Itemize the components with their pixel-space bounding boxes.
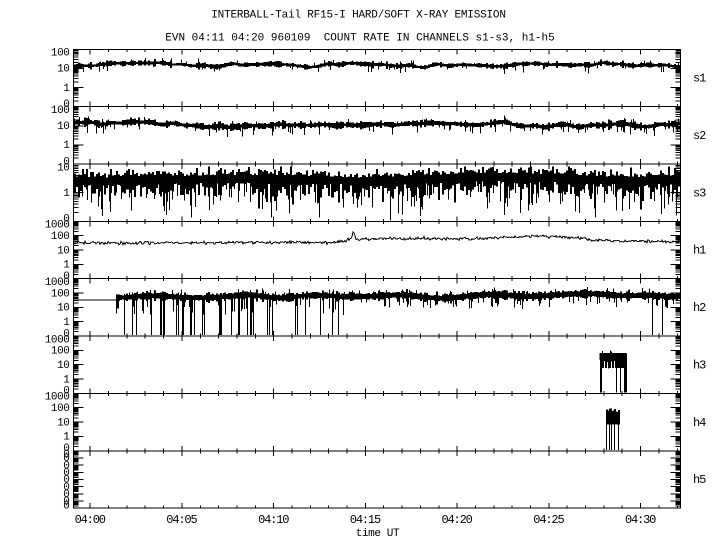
svg-text:h4: h4 xyxy=(693,416,706,430)
svg-text:time UT: time UT xyxy=(356,528,400,540)
svg-text:0: 0 xyxy=(63,468,69,480)
svg-text:100: 100 xyxy=(51,288,70,300)
svg-text:10: 10 xyxy=(57,303,69,315)
svg-text:1000: 1000 xyxy=(45,392,70,404)
svg-text:100: 100 xyxy=(51,403,70,415)
svg-text:0: 0 xyxy=(63,496,69,508)
svg-text:1: 1 xyxy=(63,83,70,95)
svg-text:0: 0 xyxy=(63,271,69,283)
svg-text:1: 1 xyxy=(63,140,70,152)
svg-text:0: 0 xyxy=(63,489,69,501)
svg-text:0: 0 xyxy=(63,99,69,111)
svg-text:h2: h2 xyxy=(693,301,706,315)
svg-text:100: 100 xyxy=(51,346,70,358)
svg-text:1: 1 xyxy=(63,260,70,272)
svg-text:100: 100 xyxy=(51,231,70,243)
svg-text:1: 1 xyxy=(63,188,70,200)
svg-text:1000: 1000 xyxy=(45,334,70,346)
svg-text:04:30: 04:30 xyxy=(625,513,656,527)
svg-text:s3: s3 xyxy=(693,186,706,200)
svg-text:10: 10 xyxy=(57,417,69,429)
svg-text:0: 0 xyxy=(63,386,69,398)
svg-text:100: 100 xyxy=(51,105,70,117)
svg-text:1: 1 xyxy=(63,374,70,386)
svg-text:10: 10 xyxy=(57,162,69,174)
svg-text:h5: h5 xyxy=(693,473,706,487)
svg-text:0: 0 xyxy=(63,460,69,472)
svg-text:10: 10 xyxy=(57,121,69,133)
svg-text:04:05: 04:05 xyxy=(166,513,197,527)
svg-text:0: 0 xyxy=(63,475,69,487)
svg-text:1: 1 xyxy=(63,317,70,329)
svg-text:0: 0 xyxy=(63,500,69,512)
svg-text:s2: s2 xyxy=(693,129,706,143)
svg-text:0: 0 xyxy=(63,453,69,465)
svg-text:10: 10 xyxy=(57,64,69,76)
svg-text:INTERBALL-Tail RF15-I HARD/SOF: INTERBALL-Tail RF15-I HARD/SOFT X-RAY EM… xyxy=(211,10,505,22)
svg-text:EVN 04:11 04:20 960109 COUNT: EVN 04:11 04:20 960109 COUNT RATE IN CHA… xyxy=(165,32,554,44)
svg-text:04:00: 04:00 xyxy=(75,513,106,527)
svg-text:0: 0 xyxy=(63,328,69,340)
svg-text:10: 10 xyxy=(57,245,69,257)
svg-text:h3: h3 xyxy=(693,358,706,372)
svg-text:0: 0 xyxy=(63,443,69,455)
svg-text:1: 1 xyxy=(63,432,70,444)
svg-text:04:15: 04:15 xyxy=(350,513,381,527)
svg-text:0: 0 xyxy=(63,156,69,168)
svg-text:0: 0 xyxy=(63,214,69,226)
svg-text:h1: h1 xyxy=(693,244,706,258)
svg-text:1000: 1000 xyxy=(45,220,70,232)
svg-text:04:25: 04:25 xyxy=(533,513,564,527)
svg-text:0: 0 xyxy=(63,482,69,494)
svg-text:04:20: 04:20 xyxy=(441,513,472,527)
svg-text:04:10: 04:10 xyxy=(258,513,289,527)
svg-text:1000: 1000 xyxy=(45,277,70,289)
svg-text:100: 100 xyxy=(51,48,70,60)
svg-text:s1: s1 xyxy=(693,72,706,86)
svg-text:10: 10 xyxy=(57,360,69,372)
svg-text:0: 0 xyxy=(63,449,69,461)
